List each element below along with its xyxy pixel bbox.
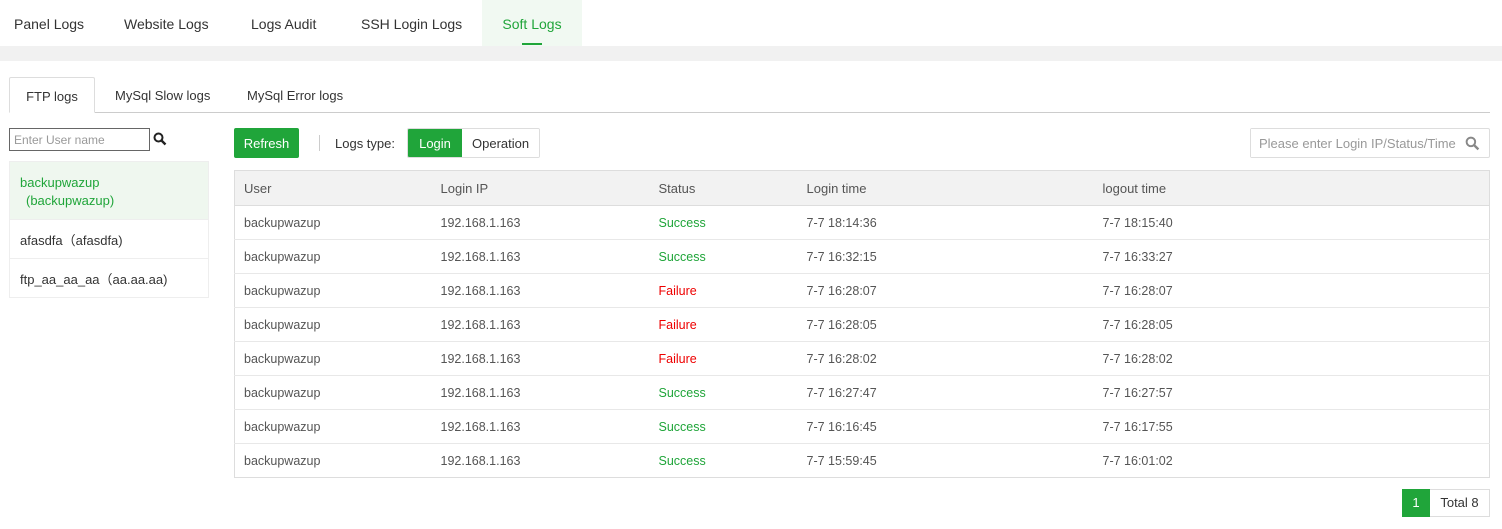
user-item-backupwazup[interactable]: backupwazup (backupwazup) [10, 162, 208, 219]
logs-type-login[interactable]: Login [408, 129, 462, 157]
table-row: backupwazup 192.168.1.163 Failure 7-7 16:28… [234, 341, 1490, 376]
table-row: backupwazup 192.168.1.163 Success 7-7 15:59… [234, 443, 1490, 478]
cell-login-time: 7-7 15:59:45 [797, 443, 1094, 478]
table-row: backupwazup 192.168.1.163 Success 7-7 16:27… [234, 375, 1490, 410]
cell-login-time: 7-7 16:32:15 [797, 239, 1094, 274]
subtab-ftp-logs[interactable]: FTP logs [9, 77, 95, 113]
tab-logs-audit[interactable]: Logs Audit [251, 16, 317, 32]
cell-logout-time: 7-7 18:15:40 [1093, 205, 1490, 240]
cell-status: Success [649, 205, 798, 240]
cell-login-time: 7-7 16:28:07 [797, 273, 1094, 308]
cell-logout-time: 7-7 16:28:07 [1093, 273, 1490, 308]
cell-user: backupwazup [234, 409, 432, 444]
log-search-input[interactable] [1251, 129, 1456, 157]
sub-tabs: FTP logs MySql Slow logs MySql Error log… [9, 77, 1490, 113]
table-row: backupwazup 192.168.1.163 Success 7-7 16:16… [234, 409, 1490, 444]
cell-user: backupwazup [234, 205, 432, 240]
table-row: backupwazup 192.168.1.163 Success 7-7 16:32… [234, 239, 1490, 274]
cell-logout-time: 7-7 16:27:57 [1093, 375, 1490, 410]
user-search-input[interactable] [9, 128, 150, 151]
log-search [1250, 128, 1490, 158]
cell-login-time: 7-7 18:14:36 [797, 205, 1094, 240]
cell-user: backupwazup [234, 443, 432, 478]
col-status: Status [649, 170, 798, 206]
cell-logout-time: 7-7 16:28:02 [1093, 341, 1490, 376]
table-row: backupwazup 192.168.1.163 Failure 7-7 16:28… [234, 273, 1490, 308]
logs-type-operation[interactable]: Operation [462, 129, 540, 157]
user-list: backupwazup (backupwazup) afasdfa（afasdfa… [9, 161, 209, 298]
tab-website-logs[interactable]: Website Logs [124, 16, 209, 32]
table-row: backupwazup 192.168.1.163 Failure 7-7 16:28… [234, 307, 1490, 342]
cell-login-ip: 192.168.1.163 [431, 205, 650, 240]
cell-user: backupwazup [234, 239, 432, 274]
cell-status: Success [649, 443, 798, 478]
pagination: 1 Total 8 [1402, 489, 1490, 517]
subtab-mysql-slow-logs[interactable]: MySql Slow logs [115, 88, 211, 103]
separator [319, 135, 320, 151]
col-user: User [234, 170, 432, 206]
cell-status: Success [649, 239, 798, 274]
table-header: User Login IP Status Login time logout t… [234, 170, 1490, 206]
subtab-mysql-error-logs[interactable]: MySql Error logs [247, 88, 344, 103]
cell-logout-time: 7-7 16:28:05 [1093, 307, 1490, 342]
col-login-time: Login time [797, 170, 1094, 206]
search-icon[interactable] [153, 132, 167, 146]
cell-login-ip: 192.168.1.163 [431, 375, 650, 410]
cell-logout-time: 7-7 16:01:02 [1093, 443, 1490, 478]
cell-status: Failure [649, 307, 798, 342]
logs-type-label: Logs type: [335, 136, 395, 151]
logs-type-toggle: Login Operation [407, 128, 541, 158]
cell-login-ip: 192.168.1.163 [431, 341, 650, 376]
cell-status: Failure [649, 273, 798, 308]
cell-login-time: 7-7 16:28:05 [797, 307, 1094, 342]
cell-login-ip: 192.168.1.163 [431, 307, 650, 342]
user-label: backupwazup [20, 174, 100, 190]
cell-status: Success [649, 409, 798, 444]
total-count: Total 8 [1430, 489, 1490, 517]
cell-login-time: 7-7 16:27:47 [797, 375, 1094, 410]
top-nav: Panel Logs Website Logs Logs Audit SSH L… [0, 0, 1502, 46]
cell-login-ip: 192.168.1.163 [431, 273, 650, 308]
logs-table: User Login IP Status Login time logout t… [234, 170, 1490, 478]
cell-status: Success [649, 375, 798, 410]
cell-user: backupwazup [234, 307, 432, 342]
cell-logout-time: 7-7 16:17:55 [1093, 409, 1490, 444]
cell-login-ip: 192.168.1.163 [431, 239, 650, 274]
divider-band [0, 46, 1502, 61]
table-row: backupwazup 192.168.1.163 Success 7-7 18:14… [234, 205, 1490, 240]
tab-soft-logs[interactable]: Soft Logs [482, 0, 582, 46]
page-1[interactable]: 1 [1402, 489, 1430, 517]
cell-login-time: 7-7 16:16:45 [797, 409, 1094, 444]
cell-logout-time: 7-7 16:33:27 [1093, 239, 1490, 274]
cell-user: backupwazup [234, 341, 432, 376]
refresh-button[interactable]: Refresh [234, 128, 299, 158]
user-item-ftp-aa[interactable]: ftp_aa_aa_aa（aa.aa.aa) [10, 258, 208, 297]
cell-login-ip: 192.168.1.163 [431, 443, 650, 478]
cell-login-ip: 192.168.1.163 [431, 409, 650, 444]
search-icon[interactable] [1465, 136, 1480, 151]
user-item-afasdfa[interactable]: afasdfa（afasdfa) [10, 219, 208, 258]
cell-user: backupwazup [234, 273, 432, 308]
tab-ssh-login-logs[interactable]: SSH Login Logs [361, 16, 463, 32]
user-sub: (backupwazup) [26, 192, 115, 208]
cell-user: backupwazup [234, 375, 432, 410]
col-login-ip: Login IP [431, 170, 650, 206]
tab-panel-logs[interactable]: Panel Logs [14, 16, 85, 32]
cell-login-time: 7-7 16:28:02 [797, 341, 1094, 376]
cell-status: Failure [649, 341, 798, 376]
col-logout-time: logout time [1093, 170, 1490, 206]
